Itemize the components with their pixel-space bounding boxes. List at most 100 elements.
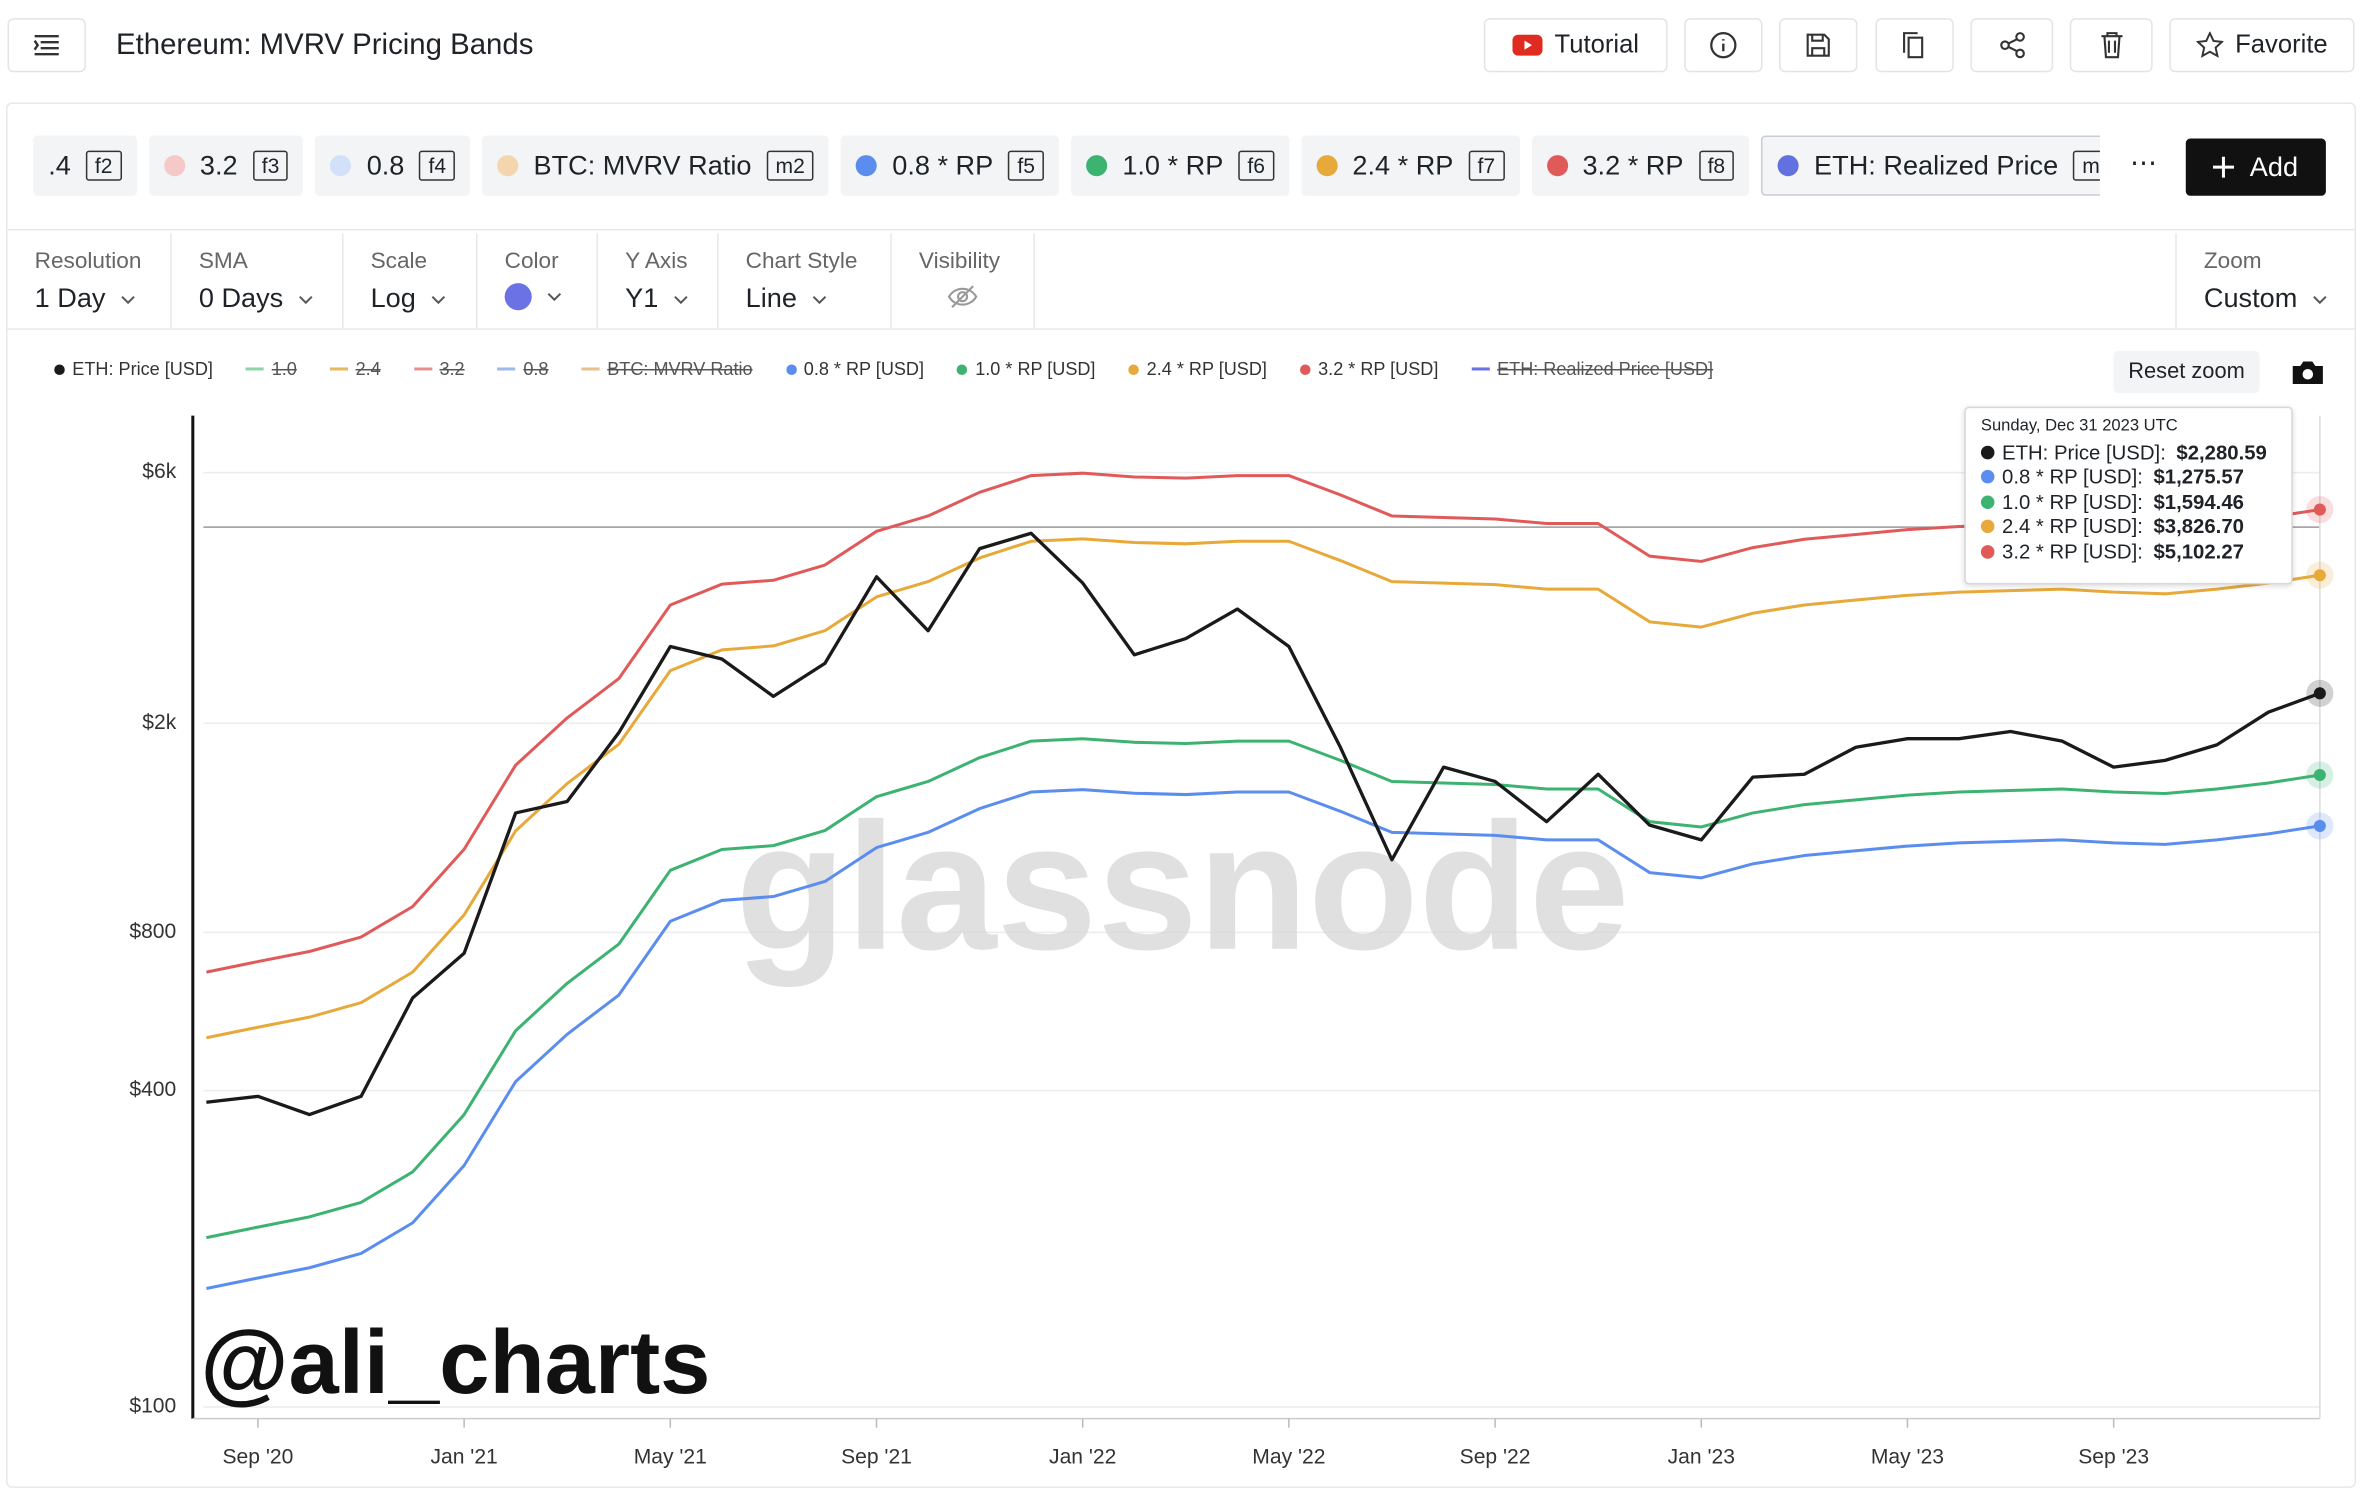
end-marker	[2313, 687, 2326, 700]
tooltip-row: 0.8 * RP [USD]: $1,275.57	[1980, 465, 2291, 490]
legend-item[interactable]: 0.8 * RP [USD]	[785, 358, 924, 380]
tooltip-label: 3.2 * RP [USD]:	[2002, 540, 2143, 563]
info-button[interactable]	[1684, 18, 1763, 73]
control[interactable]: Visibility	[892, 233, 1035, 329]
chevron	[547, 292, 562, 302]
legend-item[interactable]: 1.0 * RP [USD]	[957, 358, 1096, 380]
x-tick-label: Jan '23	[1668, 1445, 1735, 1468]
legend-line	[581, 367, 600, 371]
watermark: glassnode	[736, 786, 1630, 988]
control-value: 1 Day	[34, 283, 106, 314]
control-label: Visibility	[918, 248, 1001, 275]
metric-chip[interactable]: .4 f2	[33, 135, 137, 196]
x-tick-label: Sep '21	[841, 1445, 912, 1468]
metric-chip[interactable]: BTC: MVRV Ratio m2	[482, 135, 829, 196]
series-line	[206, 788, 2321, 1291]
metric-label: 0.8 * RP	[892, 149, 994, 180]
visibility-icon	[947, 285, 978, 308]
add-button[interactable]: Add	[2185, 138, 2326, 196]
series-line	[206, 531, 2321, 1117]
x-tick-label: May '22	[1252, 1445, 1325, 1468]
copy-button[interactable]	[1875, 18, 1954, 73]
tooltip-row: 3.2 * RP [USD]: $5,102.27	[1980, 539, 2291, 564]
legend-item[interactable]: 3.2 * RP [USD]	[1300, 358, 1438, 380]
control-value-row: Line	[746, 283, 891, 315]
control[interactable]: Chart Style Line	[719, 233, 892, 329]
tooltip-value: $5,102.27	[2153, 540, 2244, 563]
control-value-row	[919, 283, 1033, 310]
control-value: Log	[370, 283, 416, 314]
info-icon	[1710, 32, 1737, 59]
page-title: Ethereum: MVRV Pricing Bands	[115, 28, 534, 62]
more-button[interactable]: ⋯	[2130, 147, 2158, 178]
legend-dot	[785, 363, 797, 375]
metric-dot	[856, 155, 878, 177]
metric-key: f2	[85, 150, 122, 181]
end-marker	[2313, 819, 2326, 832]
metric-chip[interactable]: ETH: Realized Price m3	[1761, 135, 2100, 196]
control[interactable]: Color	[478, 233, 599, 329]
legend-item[interactable]: 2.4	[329, 358, 381, 380]
tooltip-dot	[1980, 470, 1995, 484]
control-label: Scale	[370, 248, 428, 275]
legend: ETH: Price [USD] 1.0 2.4 3.2 0.8 BTC: MVRV Ra…	[54, 358, 1713, 380]
legend-line	[413, 367, 432, 371]
control-label: Chart Style	[745, 248, 858, 275]
control-label: Resolution	[34, 248, 142, 275]
legend-label: 1.0 * RP [USD]	[975, 358, 1096, 380]
control[interactable]: Resolution 1 Day	[8, 233, 172, 329]
legend-item[interactable]: BTC: MVRV Ratio	[581, 358, 753, 380]
tooltip-row: 2.4 * RP [USD]: $3,826.70	[1980, 514, 2291, 539]
control-value-row: 1 Day	[35, 283, 171, 315]
control-value-row: Y1	[625, 283, 717, 315]
control-label: SMA	[198, 248, 248, 275]
y-tick-label: $400	[129, 1078, 176, 1101]
y-tick-label: $100	[129, 1395, 176, 1418]
metric-key: f7	[1468, 150, 1505, 181]
metric-key: m2	[766, 150, 814, 181]
metric-label: .4	[48, 149, 71, 180]
zoom-control[interactable]: Zoom Custom	[2175, 233, 2354, 329]
legend-item[interactable]: 1.0	[246, 358, 297, 380]
reset-zoom-button[interactable]: Reset zoom	[2113, 350, 2260, 394]
metric-chip[interactable]: 2.4 * RP f7	[1301, 135, 1520, 196]
series-line	[206, 537, 2321, 1040]
tutorial-button[interactable]: Tutorial	[1483, 18, 1668, 73]
chevron-path	[121, 295, 135, 304]
favorite-button[interactable]: Favorite	[2169, 18, 2355, 73]
legend-item[interactable]: ETH: Realized Price [USD]	[1471, 358, 1713, 380]
tooltip-row: 1.0 * RP [USD]: $1,594.46	[1980, 489, 2291, 514]
legend-item[interactable]: 2.4 * RP [USD]	[1128, 358, 1267, 380]
metric-dot	[163, 155, 185, 177]
tooltip-value: $3,826.70	[2153, 515, 2244, 539]
metric-chip[interactable]: 3.2 * RP f8	[1531, 135, 1750, 196]
control[interactable]: Y Axis Y1	[598, 233, 719, 329]
metric-key: m3	[2073, 150, 2100, 181]
control-label: Zoom	[2203, 248, 2262, 275]
menu-button[interactable]	[7, 18, 86, 73]
save-button[interactable]	[1779, 18, 1858, 73]
legend-line	[329, 367, 349, 371]
control-value-row: 0 Days	[199, 283, 342, 315]
metric-chip[interactable]: 1.0 * RP f6	[1071, 135, 1290, 196]
control-value: Y1	[625, 283, 659, 314]
camera-icon[interactable]	[2291, 358, 2324, 385]
x-tick-label: Sep '23	[2078, 1445, 2149, 1468]
legend-item[interactable]: ETH: Price [USD]	[54, 358, 213, 380]
legend-item[interactable]: 3.2	[413, 358, 465, 380]
metric-key: f3	[252, 150, 289, 181]
tooltip-title: Sunday, Dec 31 2023 UTC	[1980, 417, 2178, 436]
delete-button[interactable]	[2069, 18, 2153, 73]
share-button[interactable]	[1970, 18, 2054, 73]
metric-chip[interactable]: 3.2 f3	[148, 135, 304, 196]
control[interactable]: Scale Log	[343, 233, 478, 329]
metric-chip[interactable]: 0.8 * RP f5	[841, 135, 1060, 196]
metric-chip[interactable]: 0.8 f4	[315, 135, 471, 196]
metric-chips: .4 f2 3.2 f3 0.8 f4 BTC: MVRV Ratio m2 0.8 * RP f…	[33, 135, 2100, 199]
legend-label: 3.2	[439, 358, 465, 380]
legend-item[interactable]: 0.8	[497, 358, 548, 380]
control[interactable]: SMA 0 Days	[172, 233, 344, 329]
chevron	[299, 295, 313, 304]
legend-line	[246, 367, 265, 371]
